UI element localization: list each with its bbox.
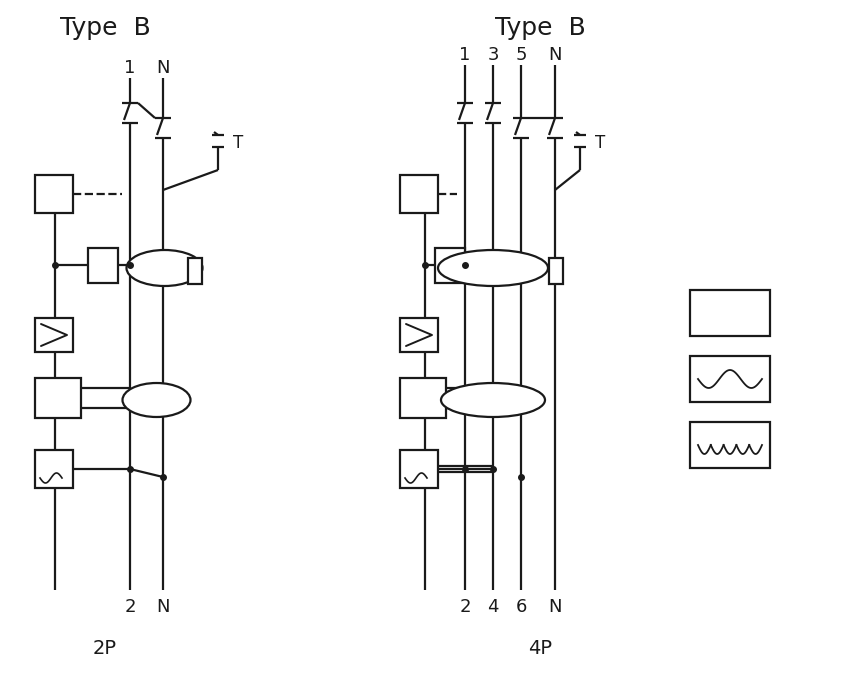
Text: T: T bbox=[233, 134, 244, 152]
Bar bbox=[400, 175, 438, 213]
Text: N: N bbox=[548, 598, 561, 616]
Bar bbox=[400, 450, 438, 488]
Text: N: N bbox=[156, 59, 169, 77]
Text: N: N bbox=[156, 598, 169, 616]
Bar bbox=[435, 248, 465, 283]
Bar bbox=[400, 318, 438, 352]
Text: 1: 1 bbox=[124, 59, 136, 77]
Bar bbox=[35, 175, 73, 213]
Bar bbox=[690, 290, 770, 336]
Text: 2: 2 bbox=[459, 598, 470, 616]
Bar bbox=[549, 258, 563, 284]
Text: 4: 4 bbox=[487, 598, 499, 616]
Text: 5: 5 bbox=[515, 46, 527, 64]
Bar bbox=[35, 450, 73, 488]
Text: Type  B: Type B bbox=[60, 16, 150, 40]
Ellipse shape bbox=[122, 383, 191, 417]
Ellipse shape bbox=[438, 250, 548, 286]
Bar bbox=[88, 248, 118, 283]
Bar bbox=[35, 378, 81, 418]
Bar bbox=[188, 258, 202, 284]
Text: Type  B: Type B bbox=[495, 16, 585, 40]
Bar bbox=[35, 318, 73, 352]
Text: 2P: 2P bbox=[93, 639, 117, 657]
Bar bbox=[400, 378, 446, 418]
Bar bbox=[690, 356, 770, 402]
Ellipse shape bbox=[441, 383, 545, 417]
Ellipse shape bbox=[126, 250, 202, 286]
Text: N: N bbox=[548, 46, 561, 64]
Bar bbox=[690, 422, 770, 468]
Text: 4P: 4P bbox=[528, 639, 552, 657]
Text: 2: 2 bbox=[124, 598, 136, 616]
Text: 6: 6 bbox=[515, 598, 527, 616]
Text: 1: 1 bbox=[459, 46, 470, 64]
Text: T: T bbox=[595, 134, 605, 152]
Text: 3: 3 bbox=[487, 46, 499, 64]
